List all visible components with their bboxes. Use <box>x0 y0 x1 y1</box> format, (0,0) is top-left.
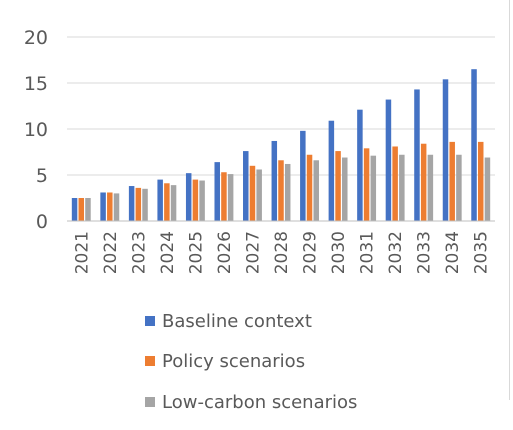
legend-swatch <box>145 397 155 407</box>
bars <box>71 69 491 221</box>
bar-low-carbon-scenarios-2026 <box>227 174 234 221</box>
bar-baseline-context-2035 <box>471 69 477 221</box>
bar-baseline-context-2034 <box>442 79 449 221</box>
bar-low-carbon-scenarios-2028 <box>284 163 291 221</box>
x-tick-label: 2022 <box>101 231 121 274</box>
bar-policy-scenarios-2023 <box>135 187 142 221</box>
bar-baseline-context-2032 <box>385 99 392 221</box>
bar-baseline-context-2027 <box>243 151 249 221</box>
y-tick-label: 10 <box>24 119 48 141</box>
legend: Baseline context Policy scenarios Low-carb… <box>145 311 357 413</box>
legend-label: Low-carbon scenarios <box>162 392 357 413</box>
bar-policy-scenarios-2022 <box>107 192 113 221</box>
bar-low-carbon-scenarios-2023 <box>142 188 148 221</box>
bar-baseline-context-2033 <box>414 89 420 221</box>
bar-policy-scenarios-2032 <box>392 146 398 221</box>
bar-baseline-context-2030 <box>328 120 335 221</box>
bar-policy-scenarios-2031 <box>363 148 370 221</box>
y-tick-label: 5 <box>36 165 48 187</box>
bar-low-carbon-scenarios-2033 <box>427 154 434 221</box>
x-tick-label: 2029 <box>301 231 321 274</box>
chart-frame-edge <box>509 0 510 400</box>
bar-policy-scenarios-2034 <box>449 141 455 221</box>
bar-baseline-context-2025 <box>185 173 192 221</box>
bar-policy-scenarios-2033 <box>420 143 427 221</box>
bar-low-carbon-scenarios-2035 <box>484 157 491 221</box>
x-tick-label: 2030 <box>329 231 349 274</box>
bar-low-carbon-scenarios-2032 <box>399 154 405 221</box>
bar-baseline-context-2028 <box>271 140 278 221</box>
bar-low-carbon-scenarios-2022 <box>113 193 120 221</box>
y-tick-label: 15 <box>24 73 48 95</box>
bar-baseline-context-2029 <box>300 130 306 221</box>
x-tick-label: 2034 <box>443 231 463 274</box>
bar-policy-scenarios-2029 <box>306 154 313 221</box>
x-tick-label: 2024 <box>158 231 178 274</box>
bar-low-carbon-scenarios-2034 <box>456 154 462 221</box>
x-tick-label: 2026 <box>215 231 235 274</box>
bar-low-carbon-scenarios-2030 <box>342 157 348 221</box>
bar-low-carbon-scenarios-2029 <box>313 160 319 221</box>
bar-policy-scenarios-2024 <box>164 183 170 221</box>
bar-policy-scenarios-2028 <box>278 160 284 221</box>
x-axis-ticks: 2021 2022 2023 2024 2025 2026 2027 2028 2029 2030… <box>72 231 491 274</box>
x-tick-label: 2031 <box>358 231 378 274</box>
bar-policy-scenarios-2030 <box>335 151 341 221</box>
x-tick-label: 2021 <box>72 231 92 274</box>
bar-low-carbon-scenarios-2025 <box>199 180 205 221</box>
gridlines <box>67 36 495 176</box>
x-tick-label: 2025 <box>186 231 206 274</box>
bar-baseline-context-2031 <box>357 109 363 221</box>
bar-baseline-context-2023 <box>128 186 135 221</box>
bar-low-carbon-scenarios-2024 <box>170 185 177 221</box>
bar-baseline-context-2021 <box>71 198 78 221</box>
x-tick-label: 2033 <box>415 231 435 274</box>
legend-swatch <box>145 316 155 326</box>
bar-policy-scenarios-2025 <box>192 179 199 221</box>
legend-label: Policy scenarios <box>162 351 305 372</box>
bar-policy-scenarios-2021 <box>78 198 85 221</box>
x-tick-label: 2023 <box>129 231 149 274</box>
bar-policy-scenarios-2027 <box>249 165 256 221</box>
x-tick-label: 2032 <box>386 231 406 274</box>
bar-low-carbon-scenarios-2021 <box>85 198 91 221</box>
bar-baseline-context-2024 <box>157 179 163 221</box>
bar-baseline-context-2022 <box>100 192 106 221</box>
x-tick-label: 2028 <box>272 231 292 274</box>
bar-low-carbon-scenarios-2031 <box>370 155 377 221</box>
legend-swatch <box>145 356 155 366</box>
bar-low-carbon-scenarios-2027 <box>256 169 262 221</box>
bar-baseline-context-2026 <box>214 162 220 221</box>
bar-policy-scenarios-2026 <box>221 172 227 221</box>
x-tick-label: 2027 <box>243 231 263 274</box>
x-tick-label: 2035 <box>472 231 492 274</box>
bar-policy-scenarios-2035 <box>477 141 484 221</box>
legend-label: Baseline context <box>162 311 312 332</box>
y-tick-label: 0 <box>36 211 48 233</box>
y-axis-ticks: 0 5 10 15 20 <box>24 27 48 233</box>
y-tick-label: 20 <box>24 27 48 49</box>
